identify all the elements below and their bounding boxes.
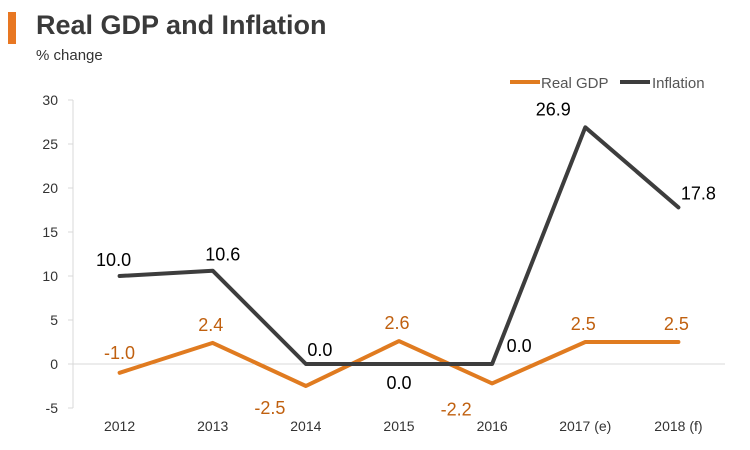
y-tick-label: 30 bbox=[42, 92, 58, 108]
data-point bbox=[118, 371, 122, 375]
y-tick-label: 20 bbox=[42, 180, 58, 196]
data-labels: -1.0 2.4 -2.5 2.6 -2.2 2.5 2.5 10.0 10.6 0.0 0.0 0.… bbox=[96, 99, 716, 419]
data-point bbox=[490, 362, 494, 366]
x-tick-label: 2012 bbox=[104, 418, 135, 434]
data-point bbox=[583, 125, 587, 129]
legend-label-gdp: Real GDP bbox=[541, 75, 609, 92]
x-tick-label: 2018 (f) bbox=[654, 418, 702, 434]
series-layer bbox=[117, 125, 681, 388]
x-tick-label: 2013 bbox=[197, 418, 228, 434]
data-point bbox=[397, 339, 401, 343]
data-label: 0.0 bbox=[386, 373, 411, 393]
chart-title: Real GDP and Inflation bbox=[36, 10, 327, 40]
data-label: -1.0 bbox=[104, 343, 135, 363]
data-point bbox=[676, 205, 680, 209]
data-point bbox=[304, 362, 308, 366]
data-label: 0.0 bbox=[307, 340, 332, 360]
data-point bbox=[118, 274, 122, 278]
axes: -5 0 5 10 15 20 25 30 2012 2013 2014 2015 2016 2017 (… bbox=[42, 92, 725, 434]
legend: Real GDP Inflation bbox=[510, 75, 705, 92]
data-point bbox=[490, 381, 494, 385]
data-label: -2.2 bbox=[441, 399, 472, 419]
x-tick-label: 2015 bbox=[383, 418, 414, 434]
y-tick-label: 0 bbox=[50, 356, 58, 372]
title-accent-bar bbox=[8, 12, 16, 44]
data-label: 10.6 bbox=[205, 245, 240, 265]
data-label: 17.8 bbox=[681, 183, 716, 203]
x-tick-label: 2016 bbox=[477, 418, 508, 434]
data-label: 10.0 bbox=[96, 250, 131, 270]
y-tick-label: 15 bbox=[42, 224, 58, 240]
data-label: 26.9 bbox=[536, 99, 571, 119]
data-label: 2.6 bbox=[384, 313, 409, 333]
data-point bbox=[397, 362, 401, 366]
data-label: 0.0 bbox=[507, 336, 532, 356]
data-label: 2.5 bbox=[571, 314, 596, 334]
data-point bbox=[583, 340, 587, 344]
x-tick-label: 2014 bbox=[290, 418, 321, 434]
data-point bbox=[676, 340, 680, 344]
data-point bbox=[304, 384, 308, 388]
chart-subtitle: % change bbox=[36, 47, 103, 64]
data-label: -2.5 bbox=[254, 398, 285, 418]
y-tick-label: 25 bbox=[42, 136, 58, 152]
data-point bbox=[211, 269, 215, 273]
x-tick-label: 2017 (e) bbox=[559, 418, 611, 434]
data-point bbox=[211, 341, 215, 345]
y-tick-label: 5 bbox=[50, 312, 58, 328]
data-label: 2.5 bbox=[664, 314, 689, 334]
y-tick-label: -5 bbox=[46, 400, 59, 416]
data-label: 2.4 bbox=[198, 315, 223, 335]
y-tick-label: 10 bbox=[42, 268, 58, 284]
legend-label-inflation: Inflation bbox=[652, 75, 705, 92]
